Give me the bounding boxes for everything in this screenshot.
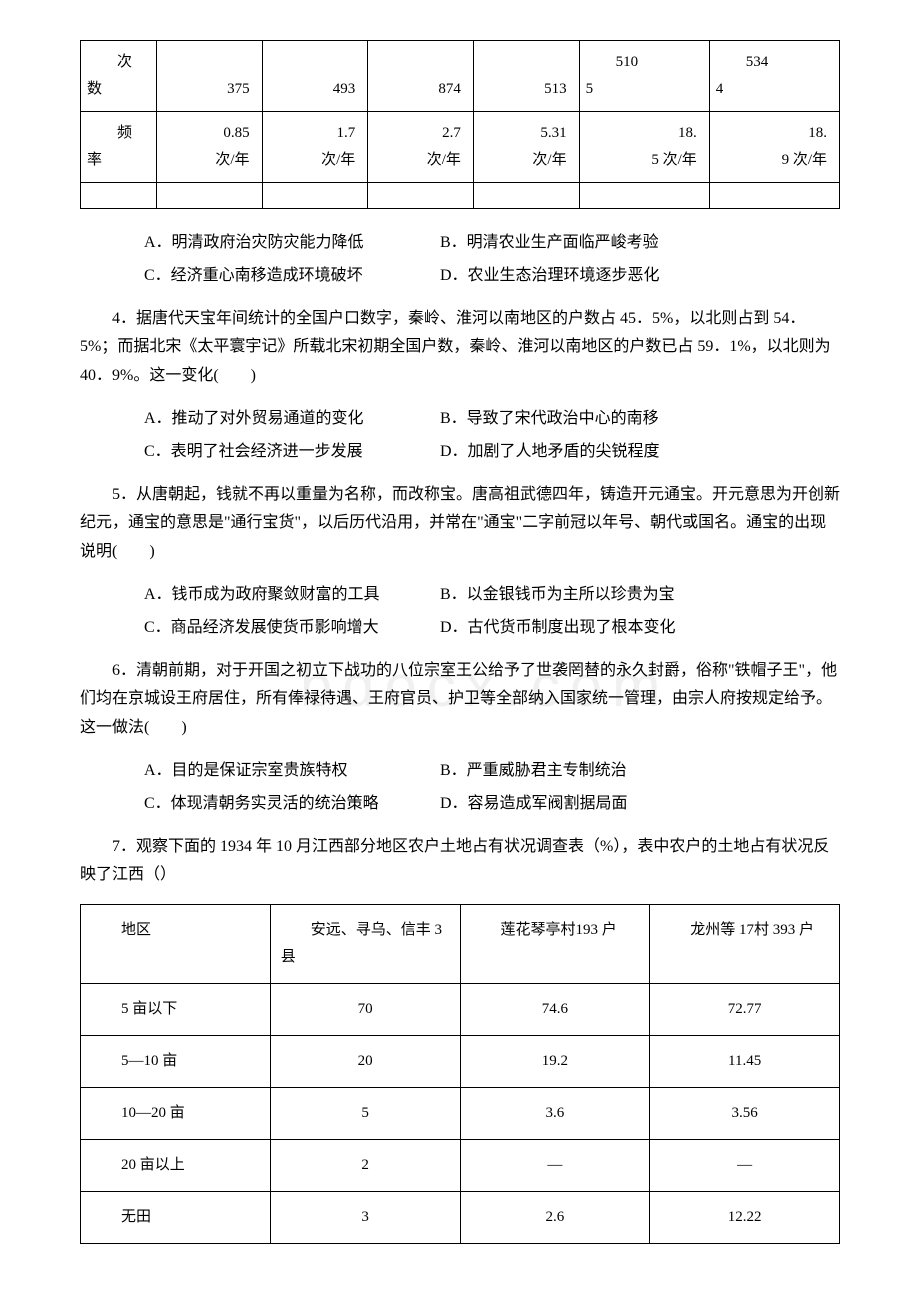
cell: 72.77 <box>650 984 840 1036</box>
table-row: 频率 0.85次/年 1.7次/年 2.7次/年 5.31次/年 18.5 次/… <box>81 112 840 183</box>
option-d: D．加剧了人地矛盾的尖锐程度 <box>440 438 700 467</box>
cell: 3 <box>270 1192 460 1244</box>
cell: 5105 <box>579 41 709 112</box>
cell: 2.7次/年 <box>368 112 474 183</box>
land-ownership-table: 地区 安远、寻乌、信丰 3 县 莲花琴亭村193 户 龙州等 17村 393 户… <box>80 904 840 1244</box>
cell: 20 <box>270 1036 460 1088</box>
cell: — <box>460 1140 650 1192</box>
frequency-table: 次数 375 493 874 513 5105 5344 频率 0.85次/年 … <box>80 40 840 209</box>
cell: 2.6 <box>460 1192 650 1244</box>
option-c: C．表明了社会经济进一步发展 <box>144 438 404 467</box>
q5-options: A．钱币成为政府聚敛财富的工具 B．以金银钱币为主所以珍贵为宝 C．商品经济发展… <box>80 581 840 643</box>
cell: 0.85次/年 <box>156 112 262 183</box>
cell: 5344 <box>709 41 839 112</box>
cell: 20 亩以上 <box>81 1140 271 1192</box>
cell: 5 <box>270 1088 460 1140</box>
table-row: 无田 3 2.6 12.22 <box>81 1192 840 1244</box>
cell: 3.6 <box>460 1088 650 1140</box>
option-d: D．容易造成军阀割据局面 <box>440 790 700 819</box>
q6-options: A．目的是保证宗室贵族特权 B．严重威胁君主专制统治 C．体现清朝务实灵活的统治… <box>80 757 840 819</box>
cell: 11.45 <box>650 1036 840 1088</box>
table-row: 5 亩以下 70 74.6 72.77 <box>81 984 840 1036</box>
option-b: B．明清农业生产面临严峻考验 <box>440 229 700 258</box>
cell: 18.5 次/年 <box>579 112 709 183</box>
cell: 5—10 亩 <box>81 1036 271 1088</box>
option-b: B．严重威胁君主专制统治 <box>440 757 700 786</box>
q7-text: 7．观察下面的 1934 年 10 月江西部分地区农户土地占有状况调查表（%），… <box>80 833 840 891</box>
table-row: 5—10 亩 20 19.2 11.45 <box>81 1036 840 1088</box>
option-a: A．明清政府治灾防灾能力降低 <box>144 229 404 258</box>
cell: 874 <box>368 41 474 112</box>
row-label: 频率 <box>81 112 157 183</box>
cell <box>156 183 262 209</box>
cell: 5 亩以下 <box>81 984 271 1036</box>
cell: 513 <box>473 41 579 112</box>
cell <box>262 183 368 209</box>
table-row: 10—20 亩 5 3.6 3.56 <box>81 1088 840 1140</box>
option-c: C．商品经济发展使货币影响增大 <box>144 614 404 643</box>
q6-text: 6．清朝前期，对于开国之初立下战功的八位宗室王公给予了世袭罔替的永久封爵，俗称"… <box>80 657 840 743</box>
option-c: C．体现清朝务实灵活的统治策略 <box>144 790 404 819</box>
cell: 70 <box>270 984 460 1036</box>
option-a: A．推动了对外贸易通道的变化 <box>144 405 404 434</box>
header-cell: 地区 <box>81 905 271 984</box>
table-row: 20 亩以上 2 — — <box>81 1140 840 1192</box>
cell: 1.7次/年 <box>262 112 368 183</box>
option-a: A．目的是保证宗室贵族特权 <box>144 757 404 786</box>
cell: 5.31次/年 <box>473 112 579 183</box>
cell <box>579 183 709 209</box>
option-c: C．经济重心南移造成环境破坏 <box>144 262 404 291</box>
cell: 12.22 <box>650 1192 840 1244</box>
cell: 3.56 <box>650 1088 840 1140</box>
option-d: D．古代货币制度出现了根本变化 <box>440 614 700 643</box>
q5-text: 5．从唐朝起，钱就不再以重量为名称，而改称宝。唐高祖武德四年，铸造开元通宝。开元… <box>80 481 840 567</box>
table-row: 次数 375 493 874 513 5105 5344 <box>81 41 840 112</box>
table-header-row: 地区 安远、寻乌、信丰 3 县 莲花琴亭村193 户 龙州等 17村 393 户 <box>81 905 840 984</box>
cell: 无田 <box>81 1192 271 1244</box>
cell: 18.9 次/年 <box>709 112 839 183</box>
page-content: bdocx.com 次数 375 493 874 513 5105 5344 频… <box>80 40 840 1244</box>
q4-options: A．推动了对外贸易通道的变化 B．导致了宋代政治中心的南移 C．表明了社会经济进… <box>80 405 840 467</box>
cell: 74.6 <box>460 984 650 1036</box>
q4-text: 4．据唐代天宝年间统计的全国户口数字，秦岭、淮河以南地区的户数占 45．5%，以… <box>80 305 840 391</box>
option-b: B．导致了宋代政治中心的南移 <box>440 405 700 434</box>
option-b: B．以金银钱币为主所以珍贵为宝 <box>440 581 700 610</box>
cell: 2 <box>270 1140 460 1192</box>
option-d: D．农业生态治理环境逐步恶化 <box>440 262 700 291</box>
cell: 19.2 <box>460 1036 650 1088</box>
table-row <box>81 183 840 209</box>
row-label: 次数 <box>81 41 157 112</box>
header-cell: 莲花琴亭村193 户 <box>460 905 650 984</box>
cell: — <box>650 1140 840 1192</box>
cell <box>368 183 474 209</box>
cell: 10—20 亩 <box>81 1088 271 1140</box>
option-a: A．钱币成为政府聚敛财富的工具 <box>144 581 404 610</box>
cell <box>473 183 579 209</box>
q3-options: A．明清政府治灾防灾能力降低 B．明清农业生产面临严峻考验 C．经济重心南移造成… <box>80 229 840 291</box>
header-cell: 安远、寻乌、信丰 3 县 <box>270 905 460 984</box>
cell: 493 <box>262 41 368 112</box>
cell <box>81 183 157 209</box>
header-cell: 龙州等 17村 393 户 <box>650 905 840 984</box>
cell <box>709 183 839 209</box>
cell: 375 <box>156 41 262 112</box>
